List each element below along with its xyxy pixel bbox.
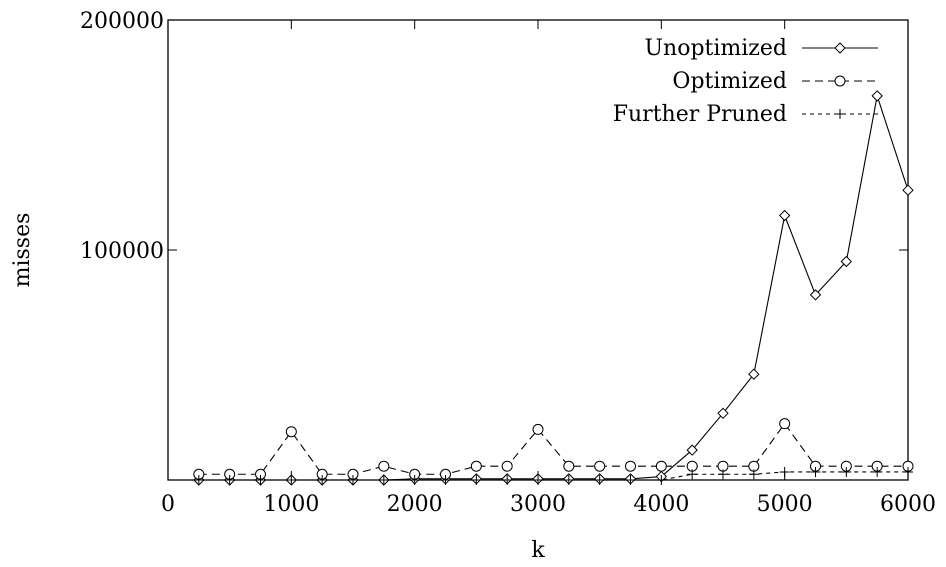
- legend-marker-further-pruned: [835, 109, 845, 119]
- data-point-further-pruned: [718, 469, 728, 480]
- y-tick-label: 200000: [80, 9, 164, 34]
- data-point-unoptimized: [748, 368, 760, 380]
- y-tick-labels: 100000 200000: [80, 9, 164, 264]
- x-tick-labels: 0 1000 2000 3000 4000 5000 6000: [161, 492, 936, 517]
- data-point-unoptimized: [902, 184, 914, 196]
- data-point-further-pruned: [810, 466, 821, 477]
- data-point-further-pruned: [625, 475, 636, 485]
- series-line-unoptimized: [198, 95, 909, 481]
- data-point-optimized: [285, 426, 297, 438]
- x-axis-label: k: [531, 538, 545, 563]
- data-point-further-pruned: [502, 475, 513, 485]
- data-point-further-pruned: [255, 475, 266, 485]
- legend-label-unoptimized: Unoptimized: [644, 36, 787, 61]
- x-tick-label: 1000: [263, 492, 319, 517]
- data-point-further-pruned: [779, 466, 790, 477]
- data-point-further-pruned: [224, 475, 235, 485]
- data-point-unoptimized: [717, 407, 729, 420]
- data-point-further-pruned: [409, 475, 420, 485]
- data-point-further-pruned: [317, 475, 328, 485]
- data-point-further-pruned: [872, 466, 883, 477]
- data-point-further-pruned: [471, 475, 482, 485]
- legend-marker-unoptimized: [834, 42, 846, 54]
- tick-marks: [167, 19, 909, 480]
- data-point-unoptimized: [809, 289, 822, 301]
- series-line-optimized: [198, 422, 908, 475]
- data-point-further-pruned: [533, 475, 543, 485]
- data-point-optimized: [594, 460, 606, 472]
- data-point-optimized: [655, 460, 667, 472]
- legend: Unoptimized Optimized Further Pruned: [613, 36, 878, 127]
- x-tick-label: 3000: [510, 492, 566, 517]
- data-point-further-pruned: [748, 469, 759, 480]
- legend-label-optimized: Optimized: [672, 69, 787, 94]
- y-axis-label: misses: [10, 213, 35, 288]
- data-point-further-pruned: [440, 475, 451, 485]
- data-point-unoptimized: [778, 209, 791, 222]
- data-point-further-pruned: [193, 475, 204, 485]
- series-group: [193, 90, 914, 486]
- data-point-optimized: [470, 460, 482, 472]
- data-point-further-pruned: [841, 466, 852, 477]
- x-tick-label: 2000: [387, 492, 443, 517]
- data-point-further-pruned: [687, 469, 698, 480]
- data-point-further-pruned: [656, 475, 667, 485]
- data-point-optimized: [625, 460, 636, 472]
- data-point-unoptimized: [840, 255, 853, 268]
- legend-marker-optimized: [834, 75, 846, 87]
- series-unoptimized: [193, 90, 914, 486]
- data-point-further-pruned: [286, 475, 297, 485]
- x-tick-label: 4000: [633, 492, 689, 517]
- data-point-unoptimized: [871, 90, 883, 102]
- data-point-unoptimized: [686, 444, 698, 456]
- legend-label-further-pruned: Further Pruned: [613, 102, 787, 127]
- x-tick-label: 0: [161, 492, 175, 517]
- x-tick-label: 5000: [757, 492, 813, 517]
- data-point-further-pruned: [348, 475, 358, 485]
- data-point-further-pruned: [903, 466, 913, 477]
- y-tick-label: 100000: [80, 239, 164, 264]
- data-point-further-pruned: [563, 475, 574, 485]
- x-tick-label: 6000: [880, 492, 936, 517]
- series-further-pruned: [193, 466, 913, 485]
- data-point-optimized: [563, 460, 575, 472]
- series-optimized: [193, 418, 914, 480]
- data-point-optimized: [378, 460, 390, 472]
- series-line-further-pruned: [198, 471, 908, 481]
- data-point-further-pruned: [378, 475, 389, 485]
- data-point-optimized: [532, 423, 544, 435]
- data-point-optimized: [779, 418, 791, 430]
- data-point-further-pruned: [594, 475, 605, 485]
- plot-frame: [167, 19, 909, 481]
- data-point-optimized: [501, 460, 513, 472]
